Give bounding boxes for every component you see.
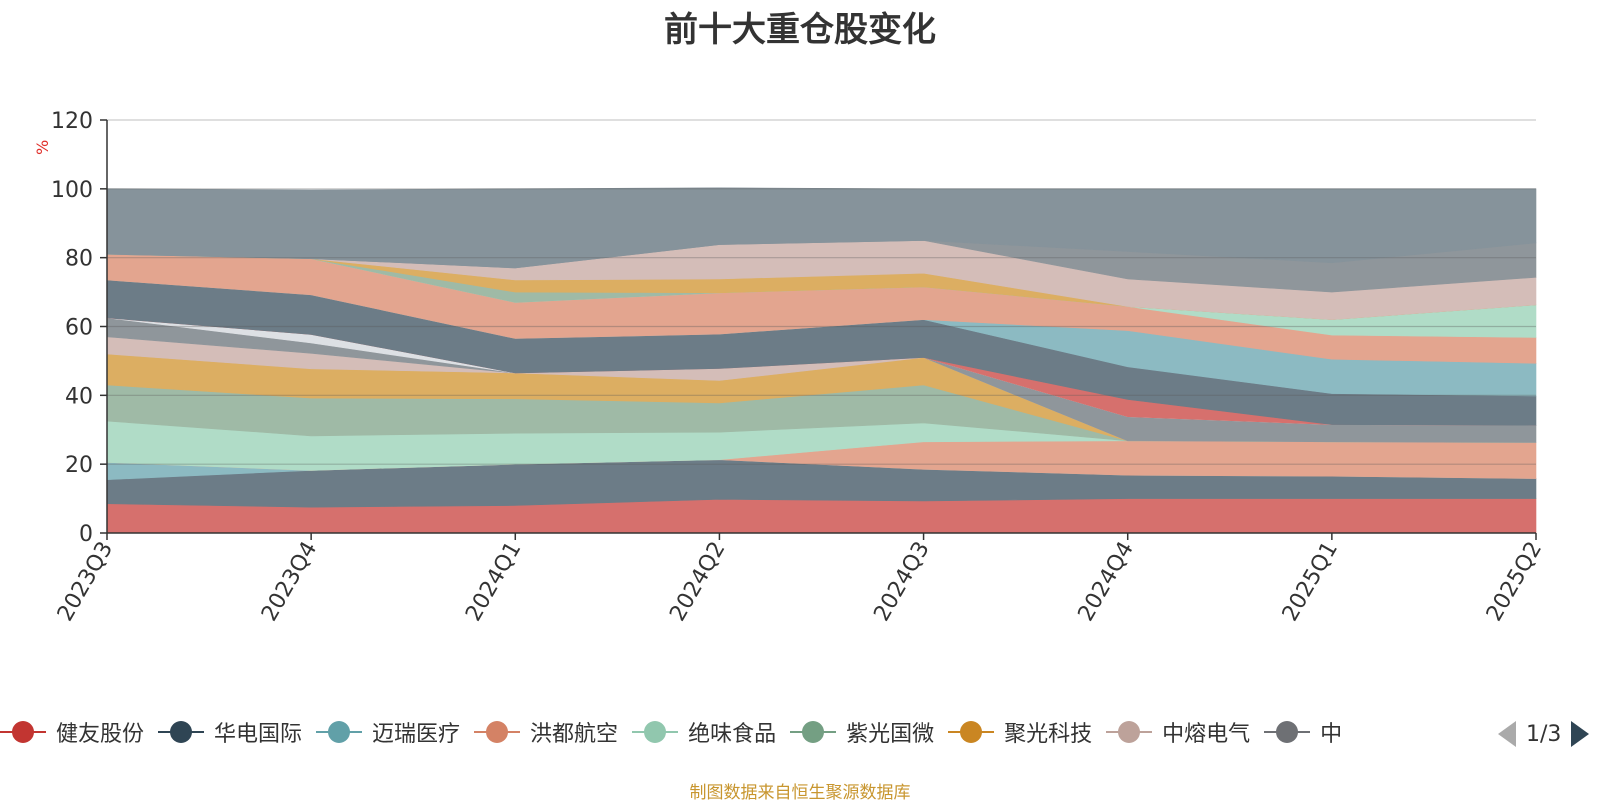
axes: [100, 119, 1537, 540]
legend-item-label: 紫光国微: [846, 722, 935, 747]
x-tick-labels: 2023Q3 2023Q4 2024Q1 2024Q2 2024Q3 2024Q4 2025…: [53, 538, 1547, 626]
x-tick-label: 2023Q4: [257, 538, 322, 626]
legend-item-label: 健友股份: [56, 722, 145, 747]
legend-page-label: 1/3: [1526, 721, 1562, 747]
legend-item[interactable]: 中熔电气: [1106, 716, 1250, 748]
chart-title: 前十大重仓股变化: [664, 10, 936, 50]
legend-item[interactable]: 洪都航空: [474, 716, 618, 748]
legend-item[interactable]: 中: [1264, 716, 1342, 748]
legend-prev-arrow-icon[interactable]: [1498, 721, 1516, 747]
y-tick-label: 120: [51, 109, 93, 134]
legend-marker-icon: [158, 720, 205, 744]
legend-item[interactable]: 健友股份: [0, 716, 144, 748]
y-tick-labels: 0 20 40 60 80 100 120: [51, 109, 93, 547]
x-tick-label: 2025Q2: [1482, 538, 1547, 626]
legend-marker-icon: [1264, 720, 1311, 744]
y-tick-label: 100: [51, 178, 93, 203]
legend-item[interactable]: 聚光科技: [948, 716, 1092, 748]
legend-item-label: 绝味食品: [688, 722, 777, 747]
legend-item-label: 聚光科技: [1004, 722, 1093, 747]
legend-marker-icon: [474, 720, 521, 744]
legend-marker-icon: [0, 720, 46, 744]
legend-item[interactable]: 迈瑞医疗: [316, 716, 460, 748]
legend-pager: 1/3: [1498, 716, 1590, 752]
legend-item-label: 华电国际: [214, 722, 303, 747]
x-tick-label: 2024Q4: [1074, 538, 1139, 626]
legend-item-label: 洪都航空: [530, 722, 619, 747]
legend-item[interactable]: 紫光国微: [790, 716, 934, 748]
legend: 健友股份 华电国际 迈瑞医疗 洪都航空 绝味食品 紫光国微 聚光科技 中熔电气 中: [0, 716, 1490, 752]
x-tick-label: 2024Q3: [869, 538, 934, 626]
x-tick-label: 2023Q3: [53, 538, 118, 626]
x-tick-label: 2025Q1: [1278, 538, 1343, 626]
data-source-note: 制图数据来自恒生聚源数据库: [689, 783, 911, 803]
grid-lines: [107, 119, 1536, 465]
legend-item[interactable]: 华电国际: [158, 716, 302, 748]
legend-item[interactable]: 绝味食品: [632, 716, 776, 748]
legend-marker-icon: [632, 720, 679, 744]
x-tick-label: 2024Q2: [665, 538, 730, 626]
legend-item-label: 中: [1320, 722, 1343, 747]
y-tick-label: 20: [65, 453, 93, 478]
legend-marker-icon: [316, 720, 363, 744]
legend-next-arrow-icon[interactable]: [1571, 721, 1590, 747]
area-series-19: [106, 187, 1537, 269]
y-tick-label: 80: [65, 247, 93, 272]
y-tick-label: 0: [79, 522, 93, 547]
legend-marker-icon: [1106, 720, 1153, 744]
legend-marker-icon: [948, 720, 995, 744]
x-tick-label: 2024Q1: [461, 538, 526, 626]
legend-item-label: 迈瑞医疗: [372, 722, 461, 747]
area-layers: [106, 187, 1537, 534]
stacked-area-chart: 0 20 40 60 80 100 120 2023Q3 2023Q4 2024Q1 2024Q2…: [51, 109, 1547, 626]
legend-item-label: 中熔电气: [1162, 722, 1251, 747]
legend-marker-icon: [790, 720, 837, 744]
y-tick-label: 60: [65, 316, 93, 341]
y-tick-label: 40: [65, 384, 93, 409]
